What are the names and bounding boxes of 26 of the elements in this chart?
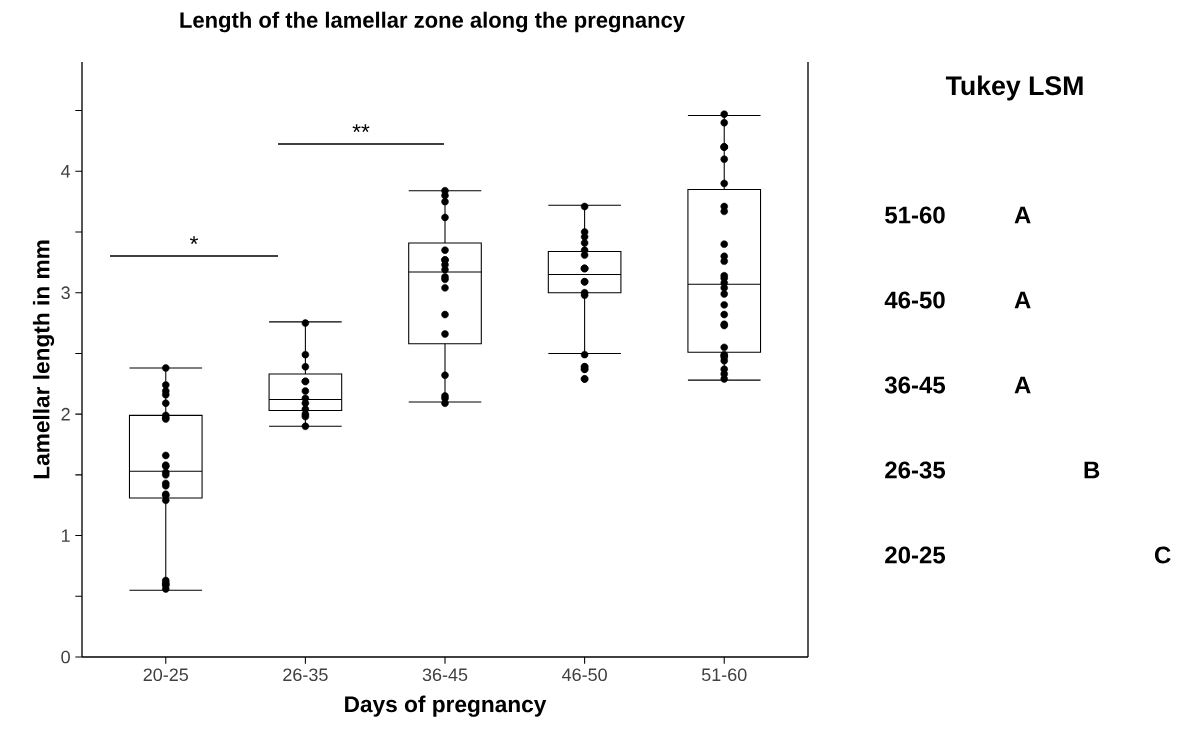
y-tick-label: 3: [61, 286, 70, 300]
annotation: **: [352, 124, 370, 133]
text: 51-60: [885, 206, 945, 224]
text: A: [1014, 291, 1031, 309]
x-tick-label: 36-45: [422, 668, 468, 682]
text: 20-25: [885, 546, 946, 564]
text: 36-45: [884, 376, 946, 394]
text: C: [1154, 546, 1171, 564]
y-tick-label: 4: [61, 165, 71, 178]
text: 46-50: [884, 291, 945, 309]
chart-title: Length of the lamellar zone along the pregnancy: [180, 11, 685, 33]
x-tick-label: 51-60: [701, 668, 747, 682]
text: Tukey LSM: [945, 75, 1083, 101]
annotation: *: [189, 236, 199, 245]
text: A: [1014, 206, 1031, 224]
text: A: [1014, 376, 1031, 394]
x-tick-label: 20-25: [143, 668, 189, 682]
x-tick-label: 26-35: [283, 668, 328, 682]
y-tick-label: 1: [61, 529, 70, 542]
y-tick-label: 2: [61, 407, 70, 421]
y-tick-label: 0: [61, 650, 70, 664]
x-axis-title: Days of pregnancy: [345, 695, 547, 717]
text: 26-35: [885, 461, 946, 479]
text: B: [1084, 461, 1100, 479]
y-axis-title: Lamellar length in mm: [32, 240, 55, 479]
x-tick-label: 46-50: [562, 668, 607, 682]
